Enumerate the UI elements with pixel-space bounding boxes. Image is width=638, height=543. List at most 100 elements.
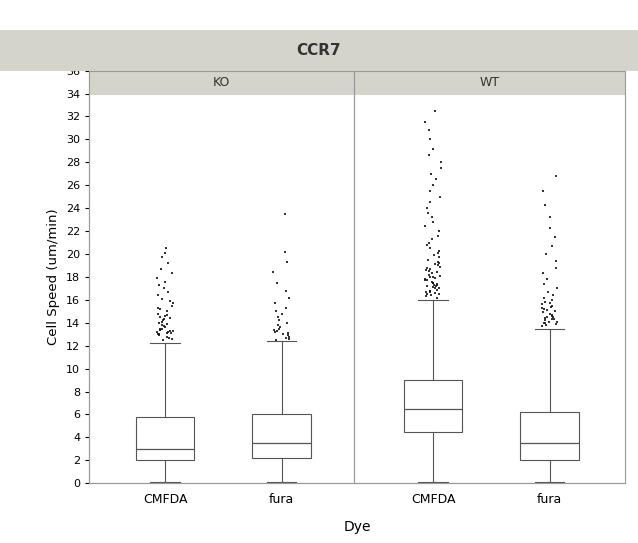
Point <box>284 334 294 343</box>
Point <box>548 313 558 321</box>
Point <box>545 310 555 318</box>
Point <box>551 256 561 265</box>
Point <box>542 275 552 283</box>
Point <box>424 126 434 135</box>
Point <box>168 299 178 308</box>
Point <box>428 78 438 86</box>
Point <box>424 264 434 273</box>
Point <box>542 306 552 314</box>
Point <box>433 293 443 302</box>
Point <box>537 322 547 331</box>
Point <box>283 331 293 340</box>
Point <box>436 158 446 167</box>
Point <box>545 223 556 232</box>
Point <box>422 282 432 291</box>
Point <box>542 313 553 321</box>
Point <box>152 327 162 336</box>
Point <box>427 283 438 292</box>
Point <box>551 320 561 329</box>
Point <box>547 312 557 320</box>
Point <box>538 280 549 288</box>
Point <box>165 326 175 335</box>
Point <box>273 313 283 321</box>
Point <box>157 324 167 333</box>
Point <box>537 300 547 309</box>
Point <box>161 332 172 341</box>
Point <box>424 209 434 217</box>
Point <box>538 269 548 278</box>
Point <box>158 336 168 344</box>
Point <box>434 259 444 268</box>
Point <box>425 244 435 252</box>
Point <box>426 291 436 300</box>
Point <box>429 281 439 289</box>
Point <box>162 320 172 329</box>
Point <box>422 263 433 272</box>
Point <box>546 302 556 311</box>
Point <box>420 118 431 127</box>
Point <box>433 280 443 288</box>
Point <box>540 250 551 258</box>
Text: WT: WT <box>480 77 500 89</box>
Point <box>428 273 438 281</box>
Point <box>540 200 551 209</box>
Point <box>432 281 442 289</box>
Point <box>435 262 445 271</box>
Point <box>160 249 170 257</box>
Point <box>154 330 165 339</box>
Point <box>425 273 435 281</box>
Point <box>422 241 432 249</box>
Point <box>424 238 434 247</box>
Point <box>272 279 282 287</box>
Point <box>420 276 431 285</box>
Point <box>538 318 549 327</box>
Point <box>422 276 432 285</box>
Point <box>155 325 165 334</box>
Point <box>157 253 167 262</box>
Point <box>155 324 165 333</box>
Point <box>153 291 163 300</box>
Point <box>274 323 285 332</box>
Point <box>423 255 433 264</box>
Point <box>163 287 173 296</box>
Point <box>430 274 440 282</box>
Point <box>551 263 561 272</box>
Point <box>281 286 291 295</box>
Point <box>428 218 438 226</box>
Point <box>158 316 168 325</box>
Point <box>427 235 437 243</box>
Point <box>425 287 435 296</box>
Point <box>283 329 293 337</box>
Point <box>280 248 290 256</box>
Point <box>156 317 167 326</box>
Point <box>420 222 430 231</box>
Y-axis label: Cell Speed (um/min): Cell Speed (um/min) <box>47 209 61 345</box>
Point <box>165 314 175 323</box>
Point <box>166 329 176 337</box>
Point <box>154 331 165 340</box>
Point <box>425 286 435 295</box>
Point <box>430 260 440 269</box>
Point <box>159 322 169 331</box>
Point <box>278 330 288 339</box>
Point <box>553 317 563 326</box>
Point <box>161 311 172 319</box>
Point <box>551 284 561 293</box>
Point <box>544 317 554 326</box>
Point <box>545 213 555 222</box>
Point <box>285 293 295 302</box>
Point <box>424 270 434 279</box>
Point <box>432 268 442 277</box>
Point <box>281 258 292 267</box>
Point <box>426 198 436 207</box>
Point <box>282 318 292 327</box>
Point <box>152 330 163 339</box>
Point <box>281 304 292 312</box>
Point <box>428 279 438 287</box>
Point <box>160 315 170 324</box>
Point <box>434 227 444 236</box>
Point <box>271 336 281 344</box>
Point <box>160 277 170 286</box>
Point <box>167 269 177 278</box>
Point <box>167 334 177 343</box>
